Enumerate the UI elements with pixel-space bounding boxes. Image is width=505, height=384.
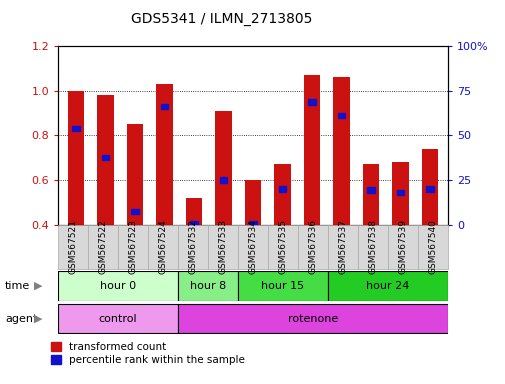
Text: GSM567536: GSM567536 [308, 219, 317, 274]
Bar [396, 190, 403, 195]
FancyBboxPatch shape [327, 271, 447, 301]
Bar [421, 149, 437, 225]
FancyBboxPatch shape [178, 271, 237, 301]
Bar [156, 84, 172, 225]
Bar [244, 180, 261, 225]
FancyBboxPatch shape [58, 304, 178, 333]
Bar [185, 198, 201, 225]
Text: hour 15: hour 15 [261, 281, 304, 291]
Bar [102, 155, 109, 161]
Bar [160, 104, 168, 109]
Bar [278, 186, 286, 192]
Text: GSM567535: GSM567535 [278, 219, 287, 274]
Bar [392, 162, 408, 225]
Text: ▶: ▶ [34, 281, 42, 291]
Text: GSM567521: GSM567521 [69, 219, 78, 274]
Bar [425, 186, 433, 192]
Text: GSM567524: GSM567524 [158, 219, 167, 274]
Bar [68, 91, 84, 225]
Text: GSM567534: GSM567534 [248, 219, 257, 274]
Text: GSM567523: GSM567523 [128, 219, 137, 274]
Bar [97, 95, 113, 225]
Bar [367, 187, 374, 193]
Bar [127, 124, 143, 225]
Text: GSM567538: GSM567538 [368, 219, 377, 274]
Text: hour 24: hour 24 [366, 281, 409, 291]
Bar [308, 99, 315, 104]
Text: GSM567533: GSM567533 [218, 219, 227, 274]
FancyBboxPatch shape [58, 271, 178, 301]
Bar [274, 164, 290, 225]
Bar [215, 111, 231, 225]
Bar [248, 221, 257, 226]
Legend: transformed count, percentile rank within the sample: transformed count, percentile rank withi… [50, 342, 245, 365]
Text: GSM567539: GSM567539 [397, 219, 407, 274]
Text: GDS5341 / ILMN_2713805: GDS5341 / ILMN_2713805 [131, 12, 312, 25]
Text: ▶: ▶ [34, 314, 42, 324]
Bar [333, 77, 349, 225]
Bar [219, 177, 227, 183]
Text: GSM567532: GSM567532 [188, 219, 197, 274]
Text: agent: agent [5, 314, 37, 324]
FancyBboxPatch shape [178, 304, 447, 333]
Bar [131, 209, 138, 214]
Bar [72, 126, 80, 131]
Text: control: control [98, 314, 137, 324]
Bar [362, 164, 378, 225]
Text: GSM567522: GSM567522 [98, 219, 108, 274]
FancyBboxPatch shape [237, 271, 327, 301]
Text: GSM567537: GSM567537 [338, 219, 347, 274]
Bar [190, 221, 197, 226]
Text: hour 0: hour 0 [100, 281, 136, 291]
Bar [304, 75, 320, 225]
Text: rotenone: rotenone [287, 314, 337, 324]
Bar [337, 113, 345, 118]
Text: hour 8: hour 8 [189, 281, 226, 291]
Text: GSM567540: GSM567540 [427, 219, 436, 274]
Text: time: time [5, 281, 30, 291]
